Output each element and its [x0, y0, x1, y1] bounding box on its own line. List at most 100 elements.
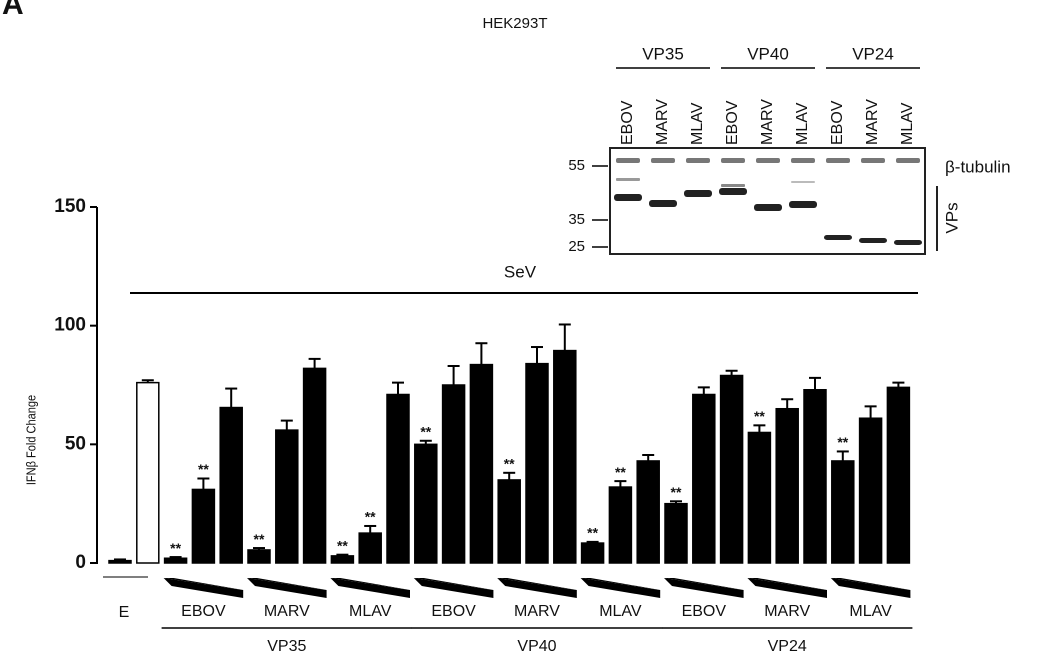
- tubulin-band: [896, 158, 920, 163]
- virus-label: MARV: [264, 603, 310, 620]
- vp-band: [684, 190, 712, 197]
- y-tick-label: 50: [65, 433, 86, 454]
- virus-label: MARV: [514, 603, 560, 620]
- bar: [887, 387, 909, 563]
- significance-label: **: [615, 464, 626, 480]
- significance-label: **: [837, 434, 848, 450]
- loading-label: β-tubulin: [945, 157, 1011, 176]
- vp-band: [719, 188, 747, 195]
- y-axis-label: IFNβ Fold Change: [24, 395, 39, 486]
- lane-label: MLAV: [899, 102, 916, 145]
- lane-label: MLAV: [794, 102, 811, 145]
- bar: [804, 390, 826, 563]
- protein-label: VP24: [768, 638, 807, 655]
- vp-band: [614, 194, 642, 201]
- significance-label: **: [420, 423, 431, 439]
- vp-band: [754, 204, 782, 211]
- blot-group-label: VP40: [747, 44, 789, 63]
- virus-label: EBOV: [181, 603, 226, 620]
- vp-band: [789, 201, 817, 208]
- significance-label: **: [671, 484, 682, 500]
- control-label: E: [119, 604, 130, 621]
- figure: A HEK293T β-tubulin VPs IFNβ Fold Change…: [0, 0, 1053, 660]
- significance-label: **: [504, 456, 515, 472]
- tubulin-band: [686, 158, 710, 163]
- cell-line: HEK293T: [482, 15, 547, 32]
- mw-marker: 55: [568, 157, 585, 174]
- tubulin-band: [791, 158, 815, 163]
- bar: [415, 444, 437, 563]
- significance-label: **: [198, 461, 209, 477]
- bar: [276, 430, 298, 563]
- virus-label: EBOV: [682, 603, 727, 620]
- bar: [693, 394, 715, 563]
- bar: [137, 383, 159, 563]
- y-tick-label: 0: [75, 552, 86, 573]
- tubulin-band: [651, 158, 675, 163]
- bar: [832, 461, 854, 563]
- lane-label: EBOV: [724, 100, 741, 145]
- lane-label: MARV: [864, 99, 881, 145]
- bar: [554, 351, 576, 563]
- significance-label: **: [254, 531, 265, 547]
- tubulin-band: [826, 158, 850, 163]
- lane-label: EBOV: [829, 100, 846, 145]
- bar: [776, 409, 798, 563]
- bar: [609, 487, 631, 563]
- bar: [248, 550, 270, 563]
- y-tick-label: 100: [54, 315, 86, 336]
- bar: [637, 461, 659, 563]
- significance-label: **: [170, 540, 181, 556]
- panel-label: A: [2, 0, 24, 21]
- bar: [443, 385, 465, 563]
- lane-label: EBOV: [619, 100, 636, 145]
- bar: [721, 376, 743, 563]
- tubulin-band: [616, 158, 640, 163]
- virus-label: MLAV: [849, 603, 892, 620]
- bar: [109, 561, 131, 563]
- lane-label: MARV: [654, 99, 671, 145]
- treatment-label: SeV: [504, 262, 537, 281]
- bar: [470, 365, 492, 563]
- significance-label: **: [365, 509, 376, 525]
- virus-label: MARV: [764, 603, 810, 620]
- bar: [220, 408, 242, 563]
- faint-band: [721, 184, 745, 187]
- target-label: VPs: [942, 202, 961, 233]
- blot-group-label: VP24: [852, 44, 894, 63]
- virus-label: MLAV: [599, 603, 642, 620]
- bar: [748, 432, 770, 563]
- virus-label: MLAV: [349, 603, 392, 620]
- vp-band: [824, 235, 852, 240]
- bar: [387, 394, 409, 563]
- significance-label: **: [754, 408, 765, 424]
- vp-band: [859, 238, 887, 243]
- protein-label: VP35: [267, 638, 306, 655]
- bar: [165, 558, 187, 563]
- y-tick-label: 150: [54, 196, 86, 217]
- blot-group-label: VP35: [642, 44, 684, 63]
- bar: [860, 418, 882, 563]
- protein-label: VP40: [517, 638, 556, 655]
- lane-label: MLAV: [689, 102, 706, 145]
- bar: [526, 364, 548, 563]
- vp-band: [649, 200, 677, 207]
- bar: [582, 543, 604, 563]
- virus-label: EBOV: [431, 603, 476, 620]
- tubulin-band: [861, 158, 885, 163]
- bar: [304, 368, 326, 563]
- mw-marker: 25: [568, 238, 585, 255]
- bar: [665, 504, 687, 563]
- tubulin-band: [756, 158, 780, 163]
- bar: [331, 556, 353, 563]
- bar: [192, 489, 214, 563]
- tubulin-band: [721, 158, 745, 163]
- faint-band: [791, 181, 815, 183]
- bar: [498, 480, 520, 563]
- significance-label: **: [587, 525, 598, 541]
- significance-label: **: [337, 537, 348, 553]
- mw-marker: 35: [568, 211, 585, 228]
- lane-label: MARV: [759, 99, 776, 145]
- bar: [359, 533, 381, 563]
- faint-band: [616, 178, 640, 181]
